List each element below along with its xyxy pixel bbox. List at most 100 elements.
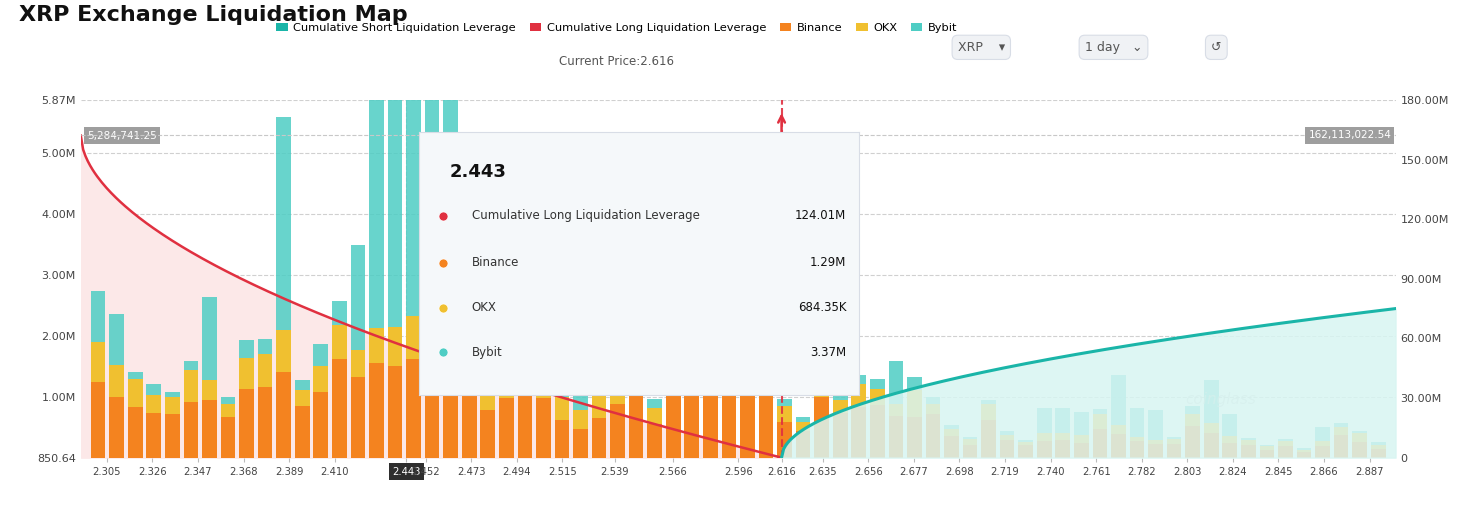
Bar <box>1259 446 1274 450</box>
Bar <box>721 366 736 458</box>
Bar <box>740 329 755 373</box>
Bar <box>870 379 884 389</box>
Bar <box>332 326 347 359</box>
Bar <box>1353 433 1368 442</box>
Bar <box>796 431 811 458</box>
Bar <box>239 340 254 358</box>
Bar <box>1056 440 1069 458</box>
Bar <box>889 404 903 416</box>
Bar <box>704 383 718 458</box>
Bar <box>1205 423 1219 433</box>
Bar <box>648 399 663 408</box>
Bar <box>536 398 551 458</box>
Bar <box>852 375 867 383</box>
Bar <box>1315 427 1329 441</box>
Bar <box>536 305 551 371</box>
Bar <box>1241 445 1256 458</box>
Bar <box>1334 427 1349 435</box>
Bar <box>555 397 570 420</box>
Bar <box>128 379 142 407</box>
Bar <box>444 284 458 333</box>
Bar <box>889 360 903 404</box>
Bar <box>147 395 162 413</box>
Bar <box>1037 433 1052 441</box>
Bar <box>220 417 235 458</box>
Bar <box>1353 431 1368 433</box>
Text: 684.35K: 684.35K <box>798 301 846 314</box>
Bar <box>1278 441 1293 446</box>
Bar <box>981 404 996 420</box>
Bar <box>1222 443 1237 458</box>
Bar <box>1334 435 1349 458</box>
Bar <box>704 336 718 383</box>
Bar <box>740 208 755 329</box>
Bar <box>592 385 607 397</box>
Bar <box>814 288 829 380</box>
Bar <box>870 405 884 458</box>
Bar <box>573 430 588 458</box>
Bar <box>1205 433 1219 458</box>
Bar <box>833 400 848 413</box>
Bar <box>257 339 272 354</box>
Bar <box>239 389 254 458</box>
Bar <box>1056 432 1069 440</box>
Bar <box>814 380 829 397</box>
Bar <box>1149 444 1163 458</box>
Bar <box>1130 441 1144 458</box>
Bar <box>1074 443 1089 458</box>
Bar <box>276 117 291 330</box>
Bar <box>777 421 792 458</box>
Bar <box>796 417 811 422</box>
Bar <box>962 437 977 439</box>
Bar <box>1000 435 1015 440</box>
Bar <box>461 290 476 306</box>
Bar <box>407 316 420 359</box>
Bar <box>629 357 643 394</box>
Bar <box>573 355 588 410</box>
Bar <box>1241 440 1256 445</box>
Bar <box>1074 412 1089 435</box>
Bar <box>313 366 328 391</box>
Bar <box>648 424 663 458</box>
Bar <box>425 55 439 297</box>
Text: 162,113,022.54: 162,113,022.54 <box>1309 130 1391 140</box>
Bar <box>1018 441 1033 446</box>
Bar <box>295 406 310 458</box>
Bar <box>1259 445 1274 446</box>
Bar <box>648 408 663 424</box>
Text: Bybit: Bybit <box>472 346 502 359</box>
Bar <box>925 414 940 458</box>
Bar <box>1315 441 1329 446</box>
Bar <box>147 413 162 458</box>
Bar <box>1297 448 1312 450</box>
Bar <box>945 425 959 429</box>
Bar <box>1111 375 1125 426</box>
Bar <box>351 245 366 350</box>
Bar <box>721 317 736 335</box>
Bar <box>1149 410 1163 440</box>
Bar <box>1259 450 1274 458</box>
Bar <box>239 358 254 389</box>
Bar <box>665 336 680 352</box>
Text: ↺: ↺ <box>1210 41 1222 54</box>
Bar <box>184 401 198 458</box>
Bar <box>165 392 179 397</box>
Bar <box>1111 433 1125 458</box>
Bar <box>962 439 977 444</box>
Bar <box>833 352 848 400</box>
Bar <box>610 269 624 380</box>
Bar <box>147 383 162 395</box>
Bar <box>128 407 142 458</box>
Bar <box>573 410 588 430</box>
Bar <box>332 359 347 458</box>
Bar <box>1297 452 1312 458</box>
Bar <box>1037 408 1052 433</box>
Bar <box>665 379 680 458</box>
Text: Cumulative Long Liquidation Leverage: Cumulative Long Liquidation Leverage <box>472 209 699 222</box>
Bar <box>906 377 921 390</box>
Bar <box>295 390 310 406</box>
Bar <box>184 370 198 401</box>
Bar <box>1205 380 1219 423</box>
Bar <box>962 444 977 458</box>
Bar <box>425 357 439 458</box>
